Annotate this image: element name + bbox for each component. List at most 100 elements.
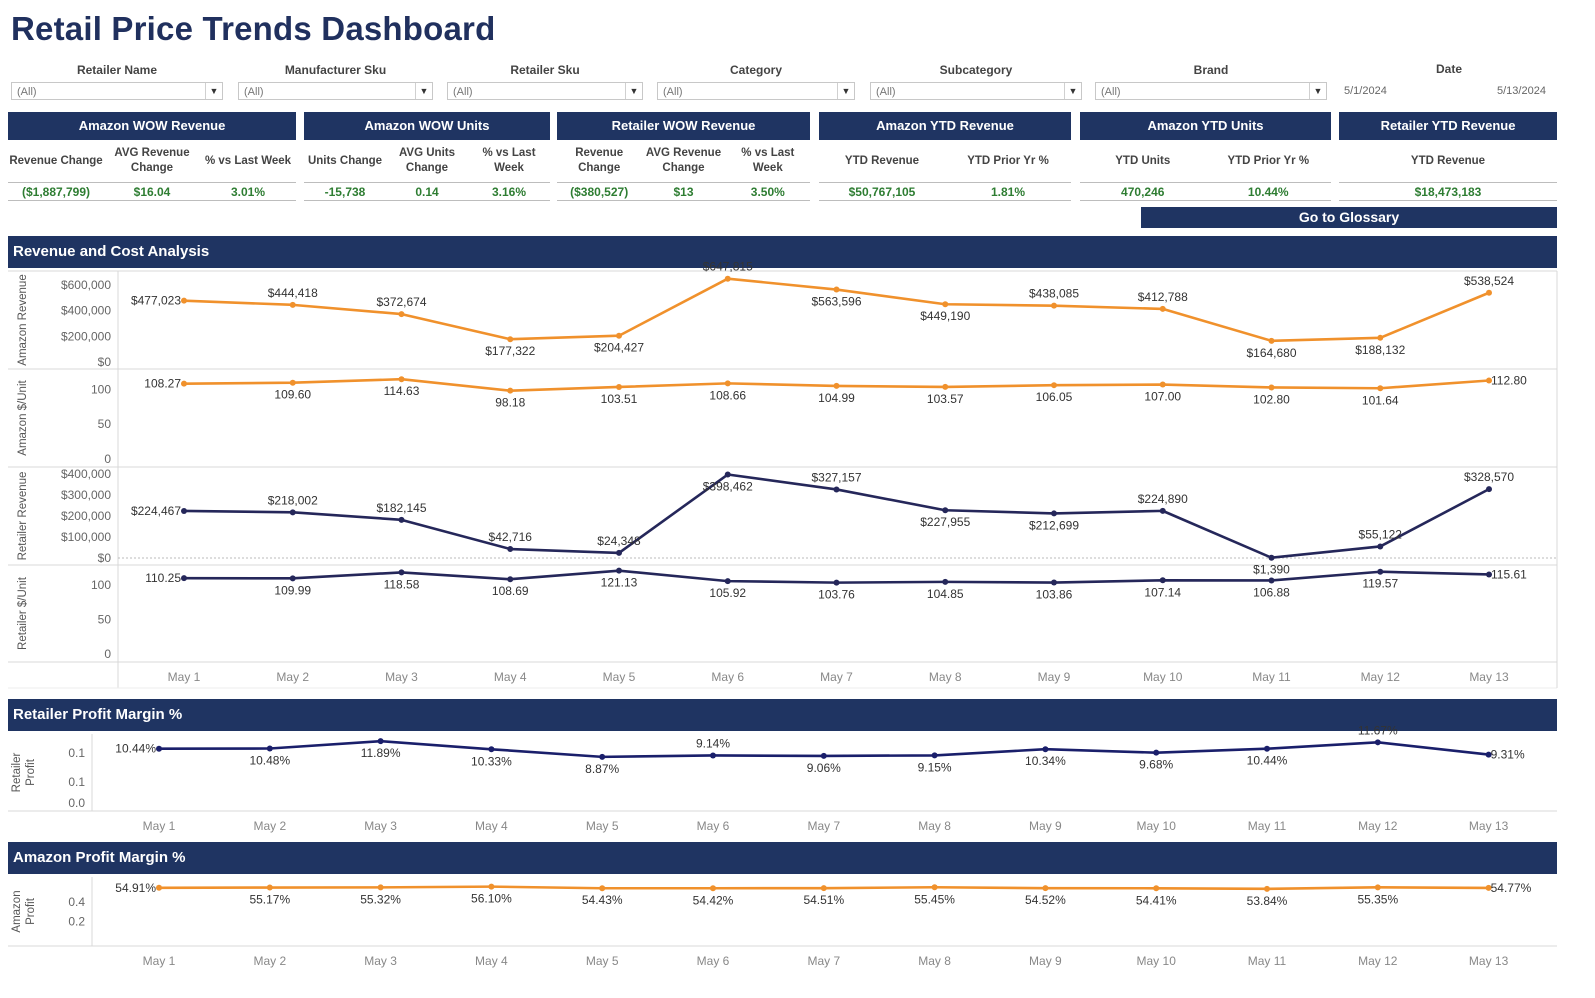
dropdown-value: (All) bbox=[876, 86, 896, 98]
dashboard-title: Retail Price Trends Dashboard bbox=[11, 10, 496, 47]
kpi-title: Retailer WOW Revenue bbox=[557, 112, 810, 140]
data-point bbox=[724, 380, 731, 387]
x-tick-label: May 8 bbox=[929, 670, 962, 684]
data-point bbox=[1268, 384, 1275, 391]
chevron-down-icon[interactable]: ▼ bbox=[1309, 83, 1326, 99]
data-point bbox=[1377, 543, 1384, 550]
kpi-title: Amazon YTD Revenue bbox=[819, 112, 1071, 140]
data-label: $224,467 bbox=[131, 504, 181, 518]
kpi-title: Amazon WOW Units bbox=[304, 112, 550, 140]
data-label: 115.61 bbox=[1491, 567, 1527, 581]
data-point bbox=[724, 471, 731, 478]
filter-subcategory[interactable]: Subcategory (All) ▼ bbox=[870, 62, 1082, 100]
data-label: 54.43% bbox=[582, 893, 623, 907]
subcategory-dropdown[interactable]: (All) ▼ bbox=[870, 82, 1082, 100]
data-label: $182,145 bbox=[376, 501, 426, 515]
data-point bbox=[488, 746, 495, 753]
data-point bbox=[1042, 885, 1049, 892]
data-label: 108.27 bbox=[144, 377, 181, 391]
data-point bbox=[616, 567, 622, 574]
kpi-value: 1.81% bbox=[990, 184, 1026, 199]
chevron-down-icon[interactable]: ▼ bbox=[205, 83, 222, 99]
data-label: 54.91% bbox=[115, 881, 156, 895]
data-label: 55.35% bbox=[1357, 892, 1398, 906]
data-label: $444,418 bbox=[268, 286, 318, 300]
data-point bbox=[289, 379, 296, 386]
y-tick-label: $100,000 bbox=[61, 530, 111, 544]
chevron-down-icon[interactable]: ▼ bbox=[837, 83, 854, 99]
data-label: $55,122 bbox=[1359, 527, 1403, 541]
chevron-down-icon[interactable]: ▼ bbox=[415, 83, 432, 99]
kpi-value: 3.16% bbox=[491, 184, 527, 199]
brand-dropdown[interactable]: (All) ▼ bbox=[1095, 82, 1327, 100]
data-point bbox=[289, 509, 296, 516]
retailer-sku-dropdown[interactable]: (All) ▼ bbox=[447, 82, 643, 100]
filter-category[interactable]: Category (All) ▼ bbox=[657, 62, 855, 100]
series-line bbox=[183, 377, 1490, 392]
x-tick-label: May 11 bbox=[1248, 819, 1287, 833]
y-tick-label: 50 bbox=[98, 417, 112, 431]
data-label: $212,699 bbox=[1029, 518, 1079, 532]
filter-retailer-name[interactable]: Retailer Name (All) ▼ bbox=[11, 62, 223, 100]
manufacturer-sku-dropdown[interactable]: (All) ▼ bbox=[238, 82, 433, 100]
kpi-value: -15,738 bbox=[324, 184, 366, 199]
x-tick-label: May 7 bbox=[807, 954, 840, 968]
data-point bbox=[931, 752, 938, 759]
filter-label: Retailer Name bbox=[76, 63, 158, 77]
data-label: 106.05 bbox=[1036, 390, 1073, 404]
y-tick-label: $0 bbox=[98, 551, 112, 565]
chevron-down-icon[interactable]: ▼ bbox=[1064, 83, 1081, 99]
go-to-glossary-button[interactable]: Go to Glossary bbox=[1141, 207, 1557, 228]
data-point bbox=[377, 738, 384, 745]
x-tick-label: May 5 bbox=[586, 954, 619, 968]
data-point bbox=[710, 885, 716, 892]
kpi-label: AVG Revenue Change bbox=[645, 147, 722, 174]
x-tick-label: May 8 bbox=[918, 819, 951, 833]
y-tick-label: 0.2 bbox=[68, 915, 85, 929]
x-tick-label: May 7 bbox=[820, 670, 853, 684]
kpi-value: $18,473,183 bbox=[1414, 184, 1482, 199]
data-label: $24,348 bbox=[597, 534, 641, 548]
data-point bbox=[1159, 381, 1166, 388]
section-revenue-cost: Revenue and Cost Analysis bbox=[8, 236, 1557, 268]
filter-label: Subcategory bbox=[939, 63, 1013, 77]
retailer-name-dropdown[interactable]: (All) ▼ bbox=[11, 82, 223, 100]
data-point bbox=[1486, 289, 1492, 296]
data-label: 9.15% bbox=[918, 760, 952, 774]
data-point bbox=[1159, 507, 1166, 514]
data-label: 98.18 bbox=[495, 396, 525, 410]
filter-label: Retailer Sku bbox=[510, 63, 580, 77]
kpi-label: YTD Revenue bbox=[1410, 154, 1486, 167]
kpi-label: Revenue Change bbox=[575, 147, 624, 174]
y-axis-title: Amazon bbox=[11, 890, 23, 932]
data-point bbox=[1051, 382, 1057, 389]
data-point bbox=[942, 383, 949, 390]
data-label: 110.25 bbox=[145, 571, 181, 585]
kpi-title: Amazon YTD Units bbox=[1080, 112, 1331, 140]
kpi-amazon-wow-units: Amazon WOW Units Units Change AVG Units C… bbox=[304, 112, 550, 201]
dropdown-value: (All) bbox=[17, 86, 37, 98]
kpi-label: AVG Units Change bbox=[398, 147, 455, 174]
data-label: $328,570 bbox=[1464, 470, 1514, 484]
date-end[interactable]: 5/13/2024 bbox=[1497, 85, 1546, 97]
data-label: 103.76 bbox=[818, 588, 855, 602]
filter-retailer-sku[interactable]: Retailer Sku (All) ▼ bbox=[447, 62, 643, 100]
kpi-amazon-ytd-units: Amazon YTD Units YTD Units YTD Prior Yr %… bbox=[1080, 112, 1331, 201]
data-point bbox=[1486, 377, 1492, 384]
data-label: 104.85 bbox=[927, 587, 964, 601]
data-label: $227,955 bbox=[920, 515, 970, 529]
data-point bbox=[289, 575, 296, 582]
category-dropdown[interactable]: (All) ▼ bbox=[657, 82, 855, 100]
data-label: 9.14% bbox=[696, 736, 730, 750]
data-point bbox=[1159, 305, 1166, 312]
data-label: 55.45% bbox=[914, 892, 955, 906]
y-tick-label: $600,000 bbox=[61, 278, 111, 292]
x-tick-label: May 13 bbox=[1469, 954, 1509, 968]
y-tick-label: $200,000 bbox=[61, 329, 111, 343]
date-start[interactable]: 5/1/2024 bbox=[1344, 85, 1387, 97]
chevron-down-icon[interactable]: ▼ bbox=[625, 83, 642, 99]
filter-brand[interactable]: Brand (All) ▼ bbox=[1095, 62, 1327, 100]
data-label: $372,674 bbox=[376, 295, 426, 309]
data-label: 108.69 bbox=[492, 584, 529, 598]
filter-manufacturer-sku[interactable]: Manufacturer Sku (All) ▼ bbox=[238, 62, 433, 100]
